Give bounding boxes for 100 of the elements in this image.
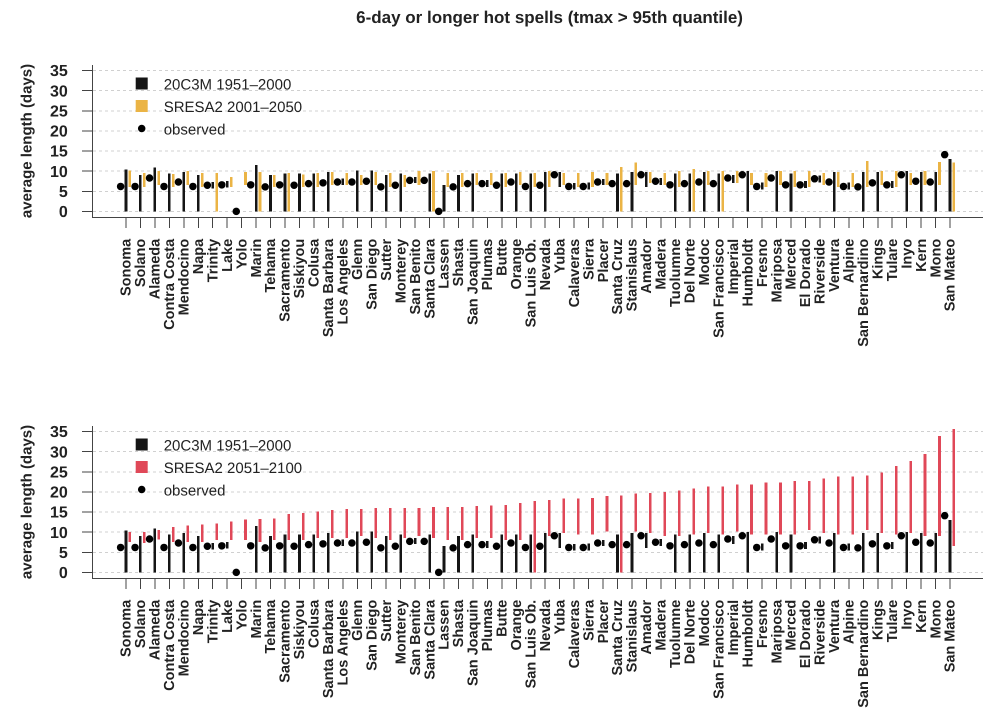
x-tick-label: Sonoma xyxy=(118,598,135,657)
bar xyxy=(211,542,214,549)
bar xyxy=(602,539,604,546)
bar xyxy=(316,173,320,188)
bar xyxy=(924,171,926,186)
bar xyxy=(254,526,258,572)
point xyxy=(276,181,284,189)
bar xyxy=(388,508,392,540)
bar xyxy=(890,181,894,188)
x-tick-label: Santa Clara xyxy=(422,598,438,680)
point xyxy=(767,174,775,182)
y-tick-label: 10 xyxy=(50,164,68,181)
point xyxy=(637,171,645,179)
point xyxy=(536,542,544,550)
x-tick-label: Butte xyxy=(494,599,511,636)
bar xyxy=(518,172,522,186)
point xyxy=(536,181,544,189)
y-tick-label: 10 xyxy=(50,524,68,542)
bar xyxy=(504,504,508,540)
bar xyxy=(890,542,894,549)
bar xyxy=(388,173,392,188)
y-tick-label: 20 xyxy=(50,124,68,141)
bar xyxy=(674,534,677,572)
x-tick-label: Merced xyxy=(784,599,800,650)
x-tick-label: Plumas xyxy=(480,238,496,290)
bar xyxy=(442,546,446,572)
bar xyxy=(418,171,420,186)
point xyxy=(377,544,385,552)
bar xyxy=(360,508,362,536)
bar xyxy=(215,173,218,212)
x-tick-label: Orange xyxy=(509,238,526,290)
point xyxy=(608,180,616,188)
x-tick-label: Stanislaus xyxy=(624,238,641,312)
bar xyxy=(288,514,290,540)
bar xyxy=(124,530,128,572)
x-tick-label: Inyo xyxy=(899,238,916,269)
bar xyxy=(139,175,142,212)
bar xyxy=(168,534,171,572)
bar xyxy=(327,172,330,212)
bar xyxy=(518,502,522,540)
x-tick-label: Amador xyxy=(639,238,656,294)
bar xyxy=(399,174,402,212)
point xyxy=(738,171,746,179)
x-tick-label: Tehama xyxy=(263,238,280,293)
bar xyxy=(848,542,850,550)
point xyxy=(622,180,630,188)
bar xyxy=(851,476,854,534)
bar xyxy=(302,174,305,188)
x-tick-label: San Bernardino xyxy=(856,238,872,347)
point xyxy=(290,181,298,189)
bar xyxy=(269,536,272,572)
point xyxy=(276,542,284,550)
x-tick-label: Lassen xyxy=(436,599,453,650)
bar xyxy=(258,172,262,212)
point xyxy=(637,532,645,540)
bar xyxy=(476,173,478,186)
point xyxy=(608,540,616,548)
bar xyxy=(442,185,446,212)
x-tick-label: Tulare xyxy=(884,238,901,282)
bar xyxy=(399,534,402,572)
x-tick-label: Riverside xyxy=(812,238,829,304)
x-tick-label: Mono xyxy=(928,238,944,278)
x-tick-label: Yolo xyxy=(234,238,250,270)
bar xyxy=(490,505,493,538)
bar xyxy=(866,474,868,530)
point xyxy=(854,183,862,191)
bar xyxy=(732,175,734,184)
y-axis-title: average length (days) xyxy=(18,424,36,579)
bar xyxy=(952,428,956,546)
point xyxy=(131,182,139,190)
bar xyxy=(779,171,782,186)
point xyxy=(565,543,573,551)
bar xyxy=(330,172,334,186)
bar xyxy=(649,492,652,532)
x-tick-label: Yolo xyxy=(234,599,250,630)
bar xyxy=(645,172,648,188)
bar xyxy=(486,180,489,188)
bar xyxy=(894,466,898,534)
point xyxy=(189,182,197,190)
bar xyxy=(760,542,764,550)
x-tick-label: Sierra xyxy=(581,598,598,640)
x-tick-label: Mendocino xyxy=(176,599,192,676)
bar xyxy=(374,172,377,186)
point xyxy=(261,544,269,552)
bar xyxy=(920,172,922,212)
point xyxy=(868,179,876,187)
bar xyxy=(182,532,186,572)
x-tick-label: Fresno xyxy=(754,238,771,288)
point xyxy=(912,538,920,546)
bar xyxy=(790,174,792,212)
bar xyxy=(515,174,518,212)
point xyxy=(146,174,154,182)
bar xyxy=(139,536,142,572)
bar xyxy=(606,173,608,186)
point xyxy=(478,540,486,548)
bar xyxy=(196,536,200,572)
x-tick-label: Merced xyxy=(784,238,800,290)
x-tick-label: Santa Cruz xyxy=(610,238,626,315)
bar xyxy=(775,532,778,572)
bar xyxy=(154,528,156,572)
